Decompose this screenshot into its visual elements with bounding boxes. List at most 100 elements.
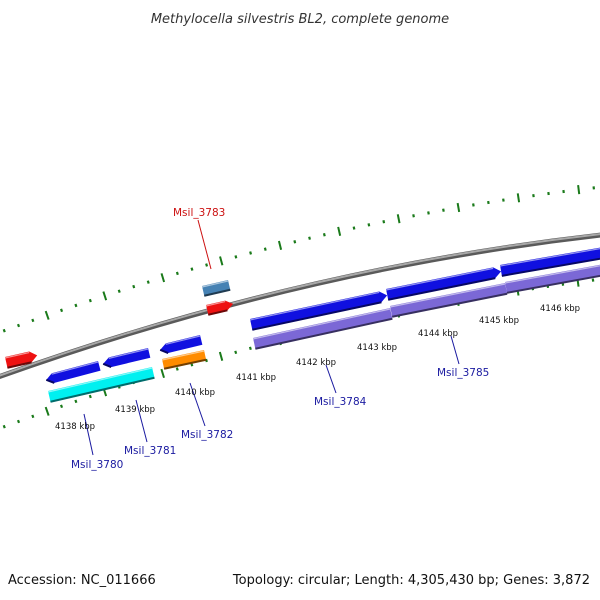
- cds-block-highlight: [252, 308, 391, 340]
- inner-tick: [175, 367, 179, 371]
- outer-tick: [44, 310, 50, 320]
- inner-tick: [44, 406, 50, 416]
- outer-tick: [219, 256, 224, 266]
- outer-tick: [160, 273, 166, 283]
- cds-arrow: [250, 291, 388, 330]
- outer-tick: [456, 202, 461, 213]
- outer-tick: [352, 226, 356, 230]
- label-leaders: [83, 219, 460, 456]
- cds-block-steel-highlight: [201, 280, 229, 288]
- outer-tick: [205, 263, 209, 267]
- cds-block-highlight: [504, 265, 600, 284]
- cds-arrow-shadow: [159, 348, 169, 354]
- scale-label: 4146 kbp: [540, 304, 580, 314]
- outer-tick: [146, 280, 150, 284]
- cds-block-shadow: [506, 274, 600, 294]
- outer-tick: [234, 255, 238, 259]
- outer-tick: [132, 284, 136, 289]
- inner-tick: [2, 424, 6, 429]
- genome-backbone-highlight: [0, 233, 600, 377]
- outer-tick: [60, 308, 64, 313]
- outer-tick: [367, 223, 371, 227]
- scale-label: 4145 kbp: [479, 316, 519, 326]
- outer-tick: [117, 289, 121, 293]
- outer-tick: [577, 185, 581, 195]
- label-leader-line: [189, 382, 206, 427]
- cds-block: [253, 308, 393, 349]
- cds-block-shadow: [163, 358, 207, 370]
- label-leader-line: [325, 364, 337, 394]
- cds-arrow-red-shadow: [208, 309, 228, 316]
- cds-arrow: [386, 267, 502, 300]
- scale-label: 4142 kbp: [296, 358, 336, 368]
- cds-arrow-shadow: [45, 378, 55, 384]
- cds-arrow-shadow: [252, 301, 382, 331]
- cds-arrow-shadow: [387, 277, 496, 301]
- gene-label-msil-3784[interactable]: Msil_3784: [314, 396, 367, 408]
- gene-label-msil-3783[interactable]: Msil_3783: [173, 207, 225, 219]
- inner-tick: [16, 419, 21, 424]
- scale-label: 4139 kbp: [115, 405, 155, 415]
- cds-block-steel: [202, 280, 231, 296]
- cds-arrow-highlight: [51, 361, 99, 375]
- inner-tick: [160, 368, 165, 379]
- feature-track: [4, 247, 600, 403]
- gene-label-msil-3781[interactable]: Msil_3781: [124, 445, 176, 457]
- inner-tick: [218, 351, 224, 361]
- outer-tick: [396, 214, 401, 224]
- outer-tick: [16, 323, 21, 328]
- scale-labels: 4138 kbp 4139 kbp 4140 kbp 4141 kbp 4142…: [55, 304, 580, 432]
- outer-tick: [382, 220, 386, 224]
- scale-label: 4141 kbp: [236, 373, 276, 383]
- cds-block-highlight: [161, 350, 205, 361]
- cds-arrow-shadow: [501, 257, 600, 277]
- cds-block-shadow: [255, 317, 393, 350]
- inner-tick: [88, 394, 92, 399]
- gene-label-msil-3785[interactable]: Msil_3785: [437, 367, 489, 379]
- cds-block: [505, 264, 600, 293]
- outer-tick: [412, 214, 415, 218]
- scale-label: 4143 kbp: [357, 343, 397, 353]
- outer-tick: [442, 208, 445, 212]
- outer-tick: [263, 247, 267, 251]
- outer-tick: [102, 291, 108, 301]
- label-leader-line: [197, 219, 212, 270]
- outer-tick: [322, 233, 326, 237]
- gene-label-msil-3782[interactable]: Msil_3782: [181, 429, 233, 441]
- cds-arrow: [500, 247, 600, 276]
- cds-arrow: [46, 361, 101, 383]
- label-leader-line: [135, 399, 148, 443]
- outer-tick: [88, 298, 92, 303]
- label-leader-line: [450, 335, 460, 365]
- outer-tick: [249, 251, 253, 255]
- scale-label: 4138 kbp: [55, 422, 95, 432]
- cds-block: [162, 350, 207, 369]
- cds-arrow-red-highlight: [4, 351, 30, 359]
- cds-block-shadow: [391, 292, 508, 318]
- cds-block-shadow: [50, 376, 155, 403]
- cds-arrow: [160, 335, 203, 354]
- cds-block-steel-shadow: [204, 288, 231, 297]
- map-title: Methylocella silvestris BL2, complete ge…: [151, 12, 449, 27]
- cds-arrow-highlight: [499, 247, 600, 267]
- outer-tick: [74, 303, 78, 308]
- outer-tick: [277, 240, 283, 251]
- outer-tick: [2, 328, 6, 333]
- cds-arrow: [103, 348, 151, 368]
- scale-label: 4140 kbp: [175, 388, 215, 398]
- inner-tick: [248, 346, 252, 351]
- accession-text: Accession: NC_011666: [8, 573, 156, 588]
- label-leader-line: [83, 413, 94, 456]
- inner-tick: [204, 358, 208, 363]
- outer-tick: [516, 193, 521, 203]
- inner-tick: [234, 350, 238, 355]
- inner-tick: [59, 404, 64, 409]
- cds-arrow-red-shadow: [7, 361, 32, 369]
- scale-label: 4144 kbp: [418, 329, 458, 339]
- cds-block-highlight: [389, 283, 506, 308]
- cds-block: [48, 367, 155, 402]
- inner-tick: [31, 414, 35, 419]
- outer-tick: [308, 236, 311, 240]
- gene-label-msil-3780[interactable]: Msil_3780: [71, 459, 123, 471]
